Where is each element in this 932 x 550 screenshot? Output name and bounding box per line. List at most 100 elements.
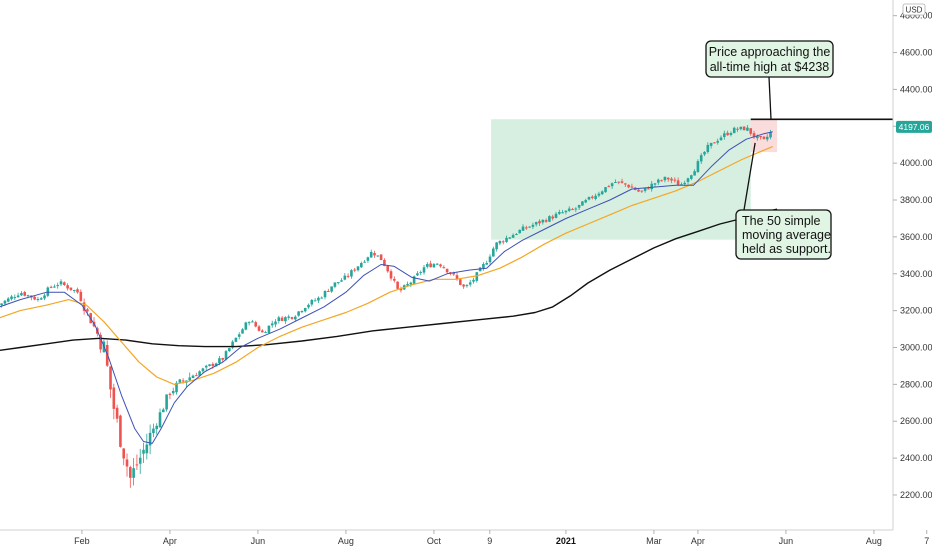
candle-up xyxy=(363,261,366,263)
candle-up xyxy=(690,175,693,179)
candle-up xyxy=(657,179,660,183)
candle-down xyxy=(571,209,574,211)
candle-up xyxy=(587,196,591,200)
candle-up xyxy=(237,334,241,337)
candle-down xyxy=(736,128,739,130)
candle-up xyxy=(317,297,320,301)
candle-down xyxy=(66,285,69,289)
candle-up xyxy=(577,204,581,208)
candle-down xyxy=(640,190,644,192)
candle-up xyxy=(541,219,545,223)
candle-up xyxy=(498,240,502,244)
candle-up xyxy=(696,161,700,173)
candle-down xyxy=(69,287,73,290)
candle-up xyxy=(515,233,518,235)
candle-down xyxy=(666,177,670,180)
candle-up xyxy=(204,365,208,368)
candle-up xyxy=(307,304,310,308)
candle-up xyxy=(320,297,324,299)
candle-up xyxy=(132,468,135,478)
candle-up xyxy=(739,126,743,130)
candle-up xyxy=(366,257,370,261)
candle-down xyxy=(624,183,627,185)
candle-up xyxy=(729,133,733,135)
candle-up xyxy=(488,256,492,263)
candle-up xyxy=(13,297,17,299)
candle-up xyxy=(208,364,211,366)
price-axis-tick-label: 3200.00 xyxy=(900,306,932,316)
candle-up xyxy=(416,273,419,276)
time-axis-tick-label: Feb xyxy=(74,536,90,546)
candle-up xyxy=(270,323,274,326)
candle-down xyxy=(459,279,462,285)
candle-up xyxy=(561,212,564,214)
price-axis[interactable]: 2200.00 2400.00 2600.00 2800.00 3000.00 3200.… xyxy=(892,0,932,550)
price-axis-background xyxy=(893,0,932,550)
candle-down xyxy=(393,278,396,281)
candle-down xyxy=(115,407,119,419)
last-price-badge: 4197.06 xyxy=(896,120,932,133)
candle-up xyxy=(531,224,535,227)
candle-up xyxy=(723,133,726,138)
candle-up xyxy=(188,377,192,381)
candle-up xyxy=(145,444,149,454)
candle-down xyxy=(195,375,198,377)
time-axis-tick-label: Apr xyxy=(163,536,177,546)
candle-down xyxy=(23,292,27,296)
candle-down xyxy=(551,216,555,219)
candle-down xyxy=(63,282,66,285)
candle-up xyxy=(274,321,277,325)
time-axis-tick-label: Aug xyxy=(338,536,354,546)
candle-up xyxy=(699,155,703,162)
time-axis[interactable]: Feb Apr Jun Aug Oct 9 2021 Mar Apr Jun Aug 7 xyxy=(0,529,929,546)
candle-down xyxy=(261,330,264,333)
candle-up xyxy=(330,286,333,292)
candle-up xyxy=(508,237,512,239)
time-axis-tick-label: Mar xyxy=(646,536,662,546)
candle-down xyxy=(82,302,86,311)
candle-down xyxy=(389,271,393,279)
callout-ath-line-2: all-time high at $4238 xyxy=(710,60,830,74)
candle-up xyxy=(343,275,347,280)
candle-up xyxy=(716,140,720,143)
price-axis-tick-label: 3800.00 xyxy=(900,195,932,205)
candle-up xyxy=(594,195,597,199)
candle-down xyxy=(620,181,624,183)
candle-up xyxy=(284,317,287,322)
candle-up xyxy=(769,132,772,138)
candle-down xyxy=(670,178,673,181)
candle-up xyxy=(323,290,327,298)
candle-up xyxy=(277,317,281,322)
candle-down xyxy=(452,272,456,275)
candle-down xyxy=(99,334,102,350)
candle-up xyxy=(584,200,588,203)
candle-up xyxy=(198,371,201,376)
candle-up xyxy=(511,234,515,238)
candle-up xyxy=(505,237,508,242)
candle-down xyxy=(122,448,126,459)
time-axis-tick-label: Oct xyxy=(427,536,442,546)
candle-down xyxy=(379,254,383,261)
candle-up xyxy=(554,213,558,218)
candle-up xyxy=(518,229,522,234)
candle-up xyxy=(432,264,436,268)
candle-up xyxy=(43,295,46,299)
candle-up xyxy=(706,144,710,153)
candle-up xyxy=(746,127,749,131)
zones-layer xyxy=(491,119,778,240)
candle-down xyxy=(129,467,132,478)
candle-up xyxy=(360,263,363,268)
price-axis-tick-label: 4800.00 xyxy=(900,11,932,21)
candle-down xyxy=(759,135,762,138)
candle-up xyxy=(492,248,495,257)
candle-up xyxy=(435,263,439,265)
candle-down xyxy=(439,264,442,267)
candle-down xyxy=(462,284,465,287)
candle-down xyxy=(501,241,505,243)
candle-down xyxy=(125,459,129,467)
candle-down xyxy=(386,266,390,272)
callout-ath: Price approaching the all-time high at $… xyxy=(705,40,834,78)
candle-up xyxy=(247,322,251,324)
candle-up xyxy=(475,272,479,281)
